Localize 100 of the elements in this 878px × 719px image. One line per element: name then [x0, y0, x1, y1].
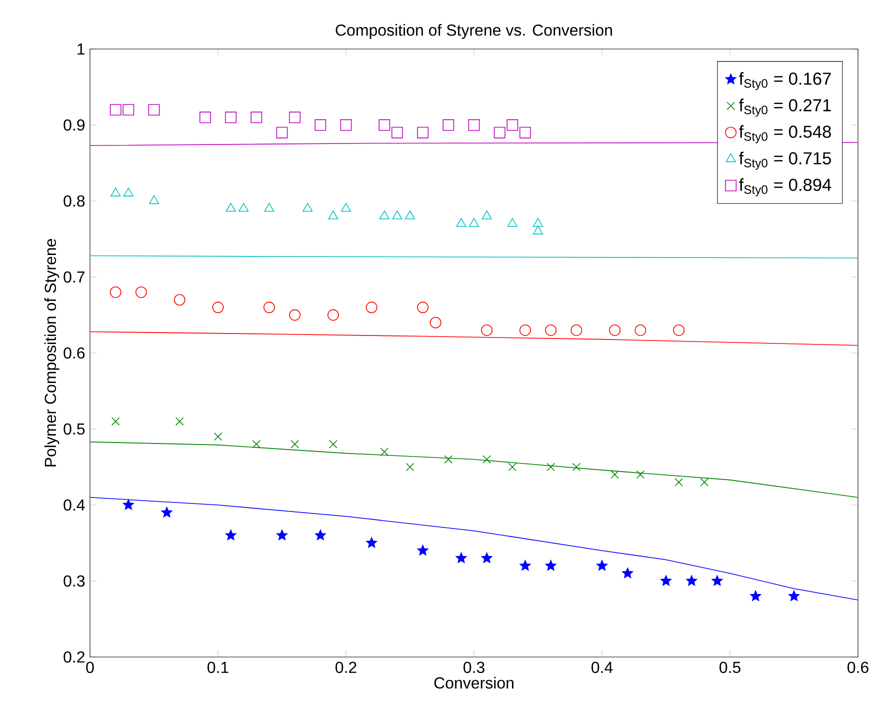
point: [673, 324, 685, 336]
legend-label: f$_{Sty0}$ = 0.548: [739, 125, 831, 144]
point: [442, 119, 454, 131]
y-axis-title: Polymer Composition of Styrene: [44, 239, 60, 466]
y-tick-label: 0.2: [64, 651, 84, 663]
point: [507, 218, 518, 227]
point: [674, 478, 683, 486]
y-tick-label: 0.4: [64, 499, 85, 511]
y-tick-label: 1: [78, 44, 85, 55]
point: [546, 462, 555, 472]
y-tick-label: 0.8: [64, 195, 85, 207]
point: [391, 126, 403, 138]
point: [506, 119, 518, 131]
point: [264, 202, 274, 212]
point: [380, 448, 389, 456]
point: [122, 104, 134, 116]
point: [378, 119, 390, 131]
point: [444, 455, 453, 464]
point: [225, 530, 236, 540]
point: [532, 218, 544, 227]
point: [340, 119, 352, 131]
point: [110, 188, 121, 196]
point: [289, 112, 301, 124]
line-series: [90, 497, 858, 600]
point: [430, 316, 442, 328]
x-tick-label: 0.1: [208, 662, 228, 674]
point: [532, 226, 544, 234]
point: [417, 544, 428, 556]
point: [494, 126, 506, 138]
y-tick-label: 0.7: [64, 271, 84, 283]
point: [328, 210, 338, 220]
point: [545, 560, 556, 571]
point: [519, 324, 531, 336]
point: [122, 499, 134, 510]
x-axis-title: Conversion: [434, 676, 514, 689]
point: [327, 309, 339, 321]
point: [340, 202, 352, 212]
point: [519, 126, 531, 138]
point: [123, 188, 134, 196]
point: [622, 568, 634, 578]
x-tick-label: 0.3: [464, 662, 484, 674]
point: [406, 462, 414, 472]
point: [634, 324, 646, 336]
point: [392, 210, 402, 220]
x-tick-label: 0: [86, 662, 94, 674]
point: [700, 478, 709, 486]
point: [468, 218, 480, 227]
point: [456, 552, 467, 563]
point: [226, 202, 236, 212]
point: [148, 104, 160, 116]
point: [481, 324, 493, 336]
legend-label: f$_{Sty0}$ = 0.271: [739, 98, 831, 117]
point: [148, 195, 160, 204]
point: [660, 575, 672, 586]
point: [314, 119, 326, 131]
point: [225, 112, 237, 124]
point: [212, 302, 224, 314]
point: [596, 560, 608, 571]
point: [481, 552, 492, 563]
point: [712, 575, 723, 586]
point: [609, 324, 621, 336]
point: [366, 302, 378, 314]
point: [456, 218, 466, 227]
point: [199, 112, 211, 124]
point: [110, 104, 122, 116]
point: [508, 462, 517, 472]
point: [482, 455, 491, 464]
point: [610, 470, 619, 479]
line-series: [90, 442, 858, 498]
legend-label: f$_{Sty0}$ = 0.715: [739, 152, 831, 170]
point: [572, 462, 581, 472]
point: [111, 417, 120, 426]
point: [788, 590, 800, 601]
point: [214, 432, 222, 441]
y-tick-label: 0.9: [64, 119, 85, 131]
point: [276, 126, 288, 138]
point: [110, 286, 122, 298]
x-tick-label: 0.4: [592, 662, 613, 674]
point: [750, 590, 762, 601]
point: [468, 119, 480, 131]
chart-title: Composition of Styrene vs. Conversion: [336, 24, 612, 39]
y-tick-label: 0.3: [64, 575, 85, 587]
y-tick-label: 0.5: [64, 423, 85, 435]
legend-label: f$_{Sty0}$ = 0.894: [739, 178, 832, 196]
y-tick-label: 0.6: [64, 347, 85, 359]
point: [482, 210, 492, 220]
point: [366, 537, 378, 548]
point: [250, 112, 262, 124]
point: [379, 210, 390, 220]
x-tick-label: 0.6: [848, 662, 868, 674]
legend-label: f$_{Sty0}$ = 0.167: [739, 72, 831, 90]
point: [302, 202, 313, 212]
point: [135, 286, 147, 298]
point: [252, 440, 261, 448]
point: [161, 506, 172, 518]
point: [238, 202, 249, 212]
point: [545, 324, 557, 336]
point: [404, 210, 416, 220]
x-tick-label: 0.2: [336, 662, 356, 674]
point: [290, 440, 299, 448]
